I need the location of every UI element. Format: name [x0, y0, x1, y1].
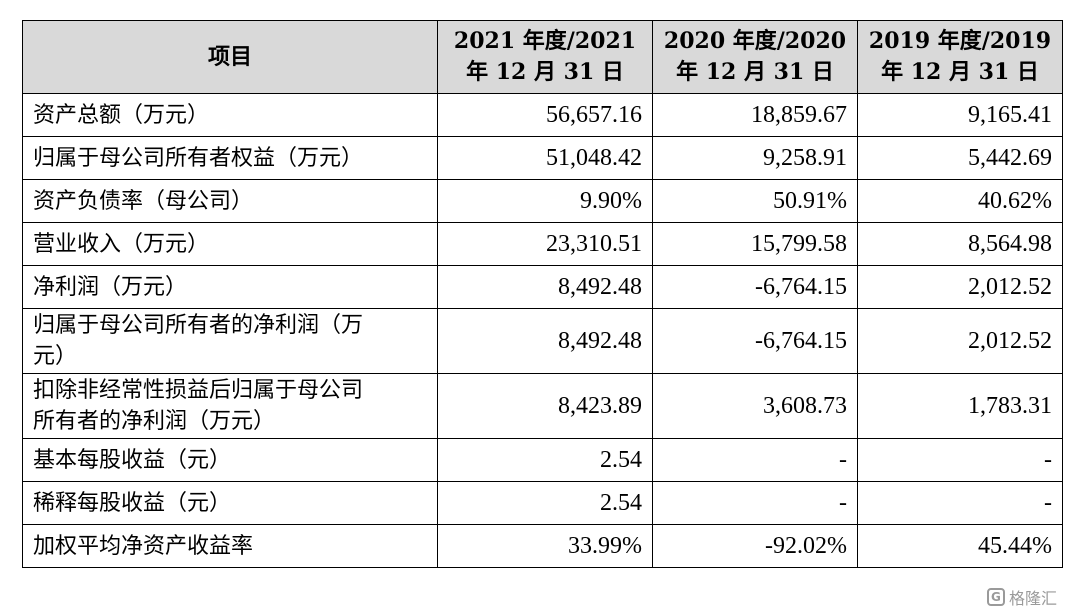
table-row: 扣除非经常性损益后归属于母公司 所有者的净利润（万元） 8,423.89 3,608.…	[22, 373, 1063, 439]
financial-data-table: 项目 2021 年度/2021 年 12 月 31 日 2020 年度/2020…	[22, 20, 1063, 568]
value-2020: -	[652, 481, 858, 525]
value-2020: -6,764.15	[652, 265, 858, 309]
watermark: G 格隆汇	[986, 585, 1057, 609]
row-label-line: 资产总额（万元）	[33, 102, 210, 128]
value-2020: 9,258.91	[652, 136, 858, 180]
value-2019: 8,564.98	[857, 222, 1063, 266]
row-label: 扣除非经常性损益后归属于母公司 所有者的净利润（万元）	[22, 373, 438, 439]
table-row: 净利润（万元） 8,492.48 -6,764.15 2,012.52	[22, 265, 1063, 309]
header-2021-line1: 2021 年度/2021	[453, 28, 637, 54]
value-2019: 2,012.52	[857, 308, 1063, 374]
header-2020-line1: 2020 年度/2020	[663, 28, 847, 54]
value-2021: 8,492.48	[437, 265, 653, 309]
watermark-text: 格隆汇	[1008, 589, 1057, 608]
value-2021: 23,310.51	[437, 222, 653, 266]
row-label-line: 扣除非经常性损益后归属于母公司	[33, 378, 364, 403]
value-2021: 51,048.42	[437, 136, 653, 180]
header-2020: 2020 年度/2020 年 12 月 31 日	[652, 20, 858, 94]
row-label: 基本每股收益（元）	[22, 438, 438, 482]
table-row: 基本每股收益（元） 2.54- -	[22, 438, 1063, 482]
table-header-row: 项目 2021 年度/2021 年 12 月 31 日 2020 年度/2020…	[22, 20, 1063, 94]
value-2020: 50.91%	[652, 179, 858, 223]
value-2019: 40.62%	[857, 179, 1063, 223]
value-2020: 15,799.58	[652, 222, 858, 266]
value-2020: -	[652, 438, 858, 482]
value-2021: 8,492.48	[437, 308, 653, 374]
value-2021: 2.54	[437, 438, 653, 482]
header-2020-line2: 年 12 月 31 日	[676, 59, 834, 85]
header-item-label: 项目	[207, 43, 252, 70]
value-2019: -	[857, 481, 1063, 525]
table-row: 资产总额（万元） 56,657.16 18,859.67 9,165.41	[22, 93, 1063, 137]
row-label: 稀释每股收益（元）	[22, 481, 438, 525]
value-2019: 1,783.31	[857, 373, 1063, 439]
row-label-line: 归属于母公司所有者权益（万元）	[33, 145, 364, 171]
table-body: 资产总额（万元） 56,657.16 18,859.67 9,165.41 归属于母公司…	[22, 93, 1063, 568]
value-2021: 2.54	[437, 481, 653, 525]
table-row: 加权平均净资产收益率 33.99% -92.02% 45.44%	[22, 524, 1063, 568]
table-row: 归属于母公司所有者权益（万元） 51,048.42 9,258.91 5,442.69	[22, 136, 1063, 180]
row-label: 归属于母公司所有者权益（万元）	[22, 136, 438, 180]
value-2019: -	[857, 438, 1063, 482]
row-label-line: 所有者的净利润（万元）	[33, 409, 276, 434]
value-2020: -92.02%	[652, 524, 858, 568]
row-label-line: 归属于母公司所有者的净利润（万	[33, 313, 364, 338]
header-item: 项目	[22, 20, 438, 94]
row-label-line: 稀释每股收益（元）	[33, 490, 232, 516]
value-2020: 18,859.67	[652, 93, 858, 137]
row-label: 资产负债率（母公司）	[22, 179, 438, 223]
row-label-line: 基本每股收益（元）	[33, 447, 232, 473]
row-label-line: 营业收入（万元）	[33, 231, 210, 257]
header-2019-line2: 年 12 月 31 日	[881, 59, 1039, 85]
table-row: 资产负债率（母公司） 9.90% 50.91% 40.62%	[22, 179, 1063, 223]
header-2019-line1: 2019 年度/2019	[868, 28, 1052, 54]
row-label: 营业收入（万元）	[22, 222, 438, 266]
row-label: 净利润（万元）	[22, 265, 438, 309]
value-2021: 9.90%	[437, 179, 653, 223]
value-2020: 3,608.73	[652, 373, 858, 439]
row-label-line: 加权平均净资产收益率	[33, 533, 254, 559]
value-2019: 45.44%	[857, 524, 1063, 568]
header-2021-line2: 年 12 月 31 日	[466, 59, 624, 85]
row-label: 归属于母公司所有者的净利润（万 元）	[22, 308, 438, 374]
row-label: 加权平均净资产收益率	[22, 524, 438, 568]
value-2020: -6,764.15	[652, 308, 858, 374]
value-2021: 33.99%	[437, 524, 653, 568]
header-2021: 2021 年度/2021 年 12 月 31 日	[437, 20, 653, 94]
value-2019: 2,012.52	[857, 265, 1063, 309]
gelonghui-logo-icon: G	[986, 588, 1005, 606]
header-2019: 2019 年度/2019 年 12 月 31 日	[857, 20, 1063, 94]
value-2019: 9,165.41	[857, 93, 1063, 137]
row-label: 资产总额（万元）	[22, 93, 438, 137]
table-row: 营业收入（万元） 23,310.51 15,799.58 8,564.98	[22, 222, 1063, 266]
value-2021: 8,423.89	[437, 373, 653, 439]
row-label-line: 净利润（万元）	[33, 274, 188, 300]
value-2021: 56,657.16	[437, 93, 653, 137]
row-label-line: 元）	[33, 344, 78, 369]
table-row: 归属于母公司所有者的净利润（万 元） 8,492.48 -6,764.15 2,012.…	[22, 308, 1063, 374]
table-row: 稀释每股收益（元） 2.54- -	[22, 481, 1063, 525]
row-label-line: 资产负债率（母公司）	[33, 188, 254, 214]
value-2019: 5,442.69	[857, 136, 1063, 180]
